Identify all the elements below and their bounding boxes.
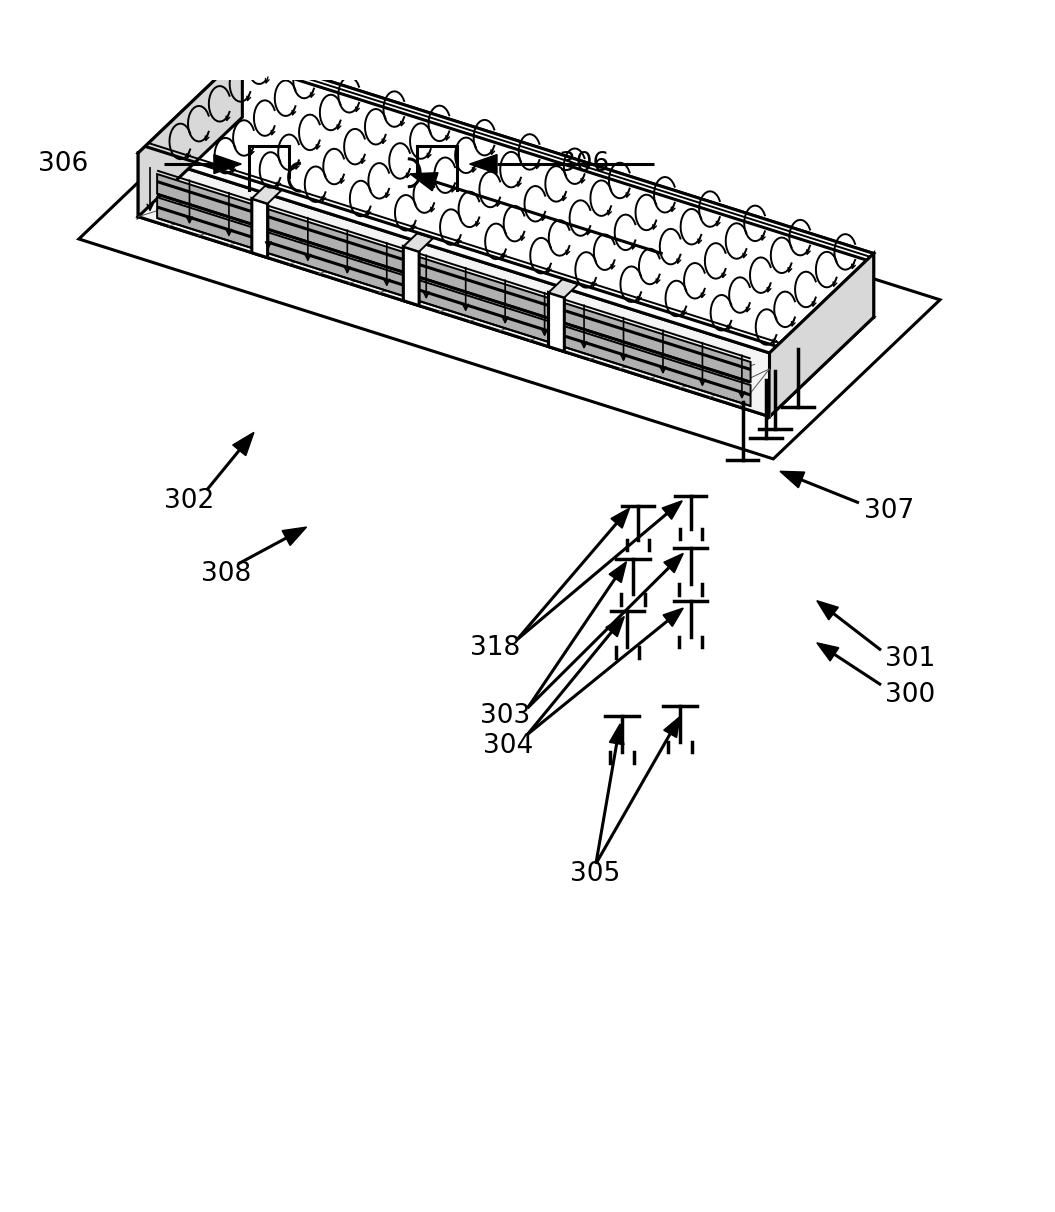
Polygon shape — [403, 233, 433, 252]
Polygon shape — [609, 562, 627, 583]
Polygon shape — [611, 508, 630, 528]
Polygon shape — [817, 601, 839, 619]
Polygon shape — [138, 53, 874, 353]
Text: 301: 301 — [885, 646, 936, 671]
Polygon shape — [157, 198, 750, 406]
Polygon shape — [214, 155, 242, 173]
Polygon shape — [410, 173, 438, 190]
Polygon shape — [817, 642, 839, 661]
Polygon shape — [549, 279, 578, 297]
Text: 307: 307 — [864, 498, 915, 525]
Polygon shape — [252, 185, 282, 204]
Text: 306: 306 — [38, 152, 89, 177]
Polygon shape — [664, 554, 684, 573]
Polygon shape — [233, 433, 254, 456]
Polygon shape — [252, 199, 268, 258]
Text: 308: 308 — [202, 561, 251, 588]
Polygon shape — [403, 246, 419, 305]
Polygon shape — [138, 118, 874, 417]
Polygon shape — [663, 501, 683, 519]
Text: 300: 300 — [885, 682, 936, 709]
Polygon shape — [282, 527, 307, 545]
Text: 318: 318 — [469, 635, 520, 661]
Polygon shape — [469, 155, 497, 173]
Polygon shape — [769, 253, 874, 417]
Polygon shape — [780, 471, 805, 487]
Polygon shape — [610, 724, 624, 745]
Polygon shape — [157, 175, 750, 382]
Text: 304: 304 — [483, 733, 534, 759]
Polygon shape — [138, 53, 243, 217]
Polygon shape — [79, 80, 940, 459]
Polygon shape — [663, 608, 684, 627]
Text: 303: 303 — [480, 703, 531, 730]
Text: 302: 302 — [165, 487, 215, 514]
Text: 306: 306 — [559, 152, 610, 177]
Polygon shape — [606, 617, 625, 636]
Text: 305: 305 — [570, 862, 620, 887]
Polygon shape — [549, 292, 564, 351]
Polygon shape — [664, 716, 680, 737]
Polygon shape — [243, 53, 874, 318]
Polygon shape — [138, 153, 769, 417]
